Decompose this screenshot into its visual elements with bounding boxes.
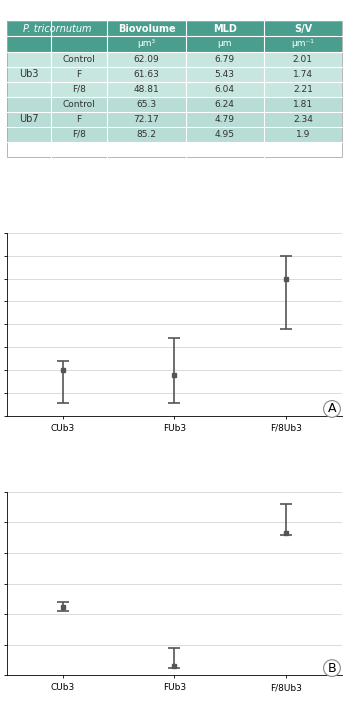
Bar [107, 112, 186, 127]
Text: MLD: MLD [213, 24, 237, 34]
Bar [51, 127, 107, 142]
Text: 61.63: 61.63 [134, 70, 159, 79]
Text: Ub7: Ub7 [19, 114, 39, 124]
Text: F: F [76, 70, 82, 79]
Text: μm⁻¹: μm⁻¹ [291, 39, 314, 48]
Bar [263, 112, 342, 127]
Bar [51, 67, 107, 82]
Text: 4.95: 4.95 [215, 130, 235, 139]
Text: 4.79: 4.79 [215, 115, 235, 124]
Text: 2.21: 2.21 [293, 85, 313, 94]
Bar [107, 97, 186, 112]
Text: Biovolume: Biovolume [118, 24, 175, 34]
Bar [263, 82, 342, 97]
Bar [51, 51, 107, 67]
Text: 62.09: 62.09 [134, 55, 159, 63]
Text: 1.9: 1.9 [296, 130, 310, 139]
Bar [7, 36, 107, 51]
Bar [263, 127, 342, 142]
Bar [51, 112, 107, 127]
Bar [186, 21, 263, 36]
Bar [107, 127, 186, 142]
Text: 6.79: 6.79 [215, 55, 235, 63]
Bar [263, 67, 342, 82]
Bar [263, 97, 342, 112]
Text: 6.04: 6.04 [215, 85, 235, 94]
Text: 72.17: 72.17 [134, 115, 159, 124]
Text: 1.74: 1.74 [293, 70, 313, 79]
Bar [107, 51, 186, 67]
Bar [186, 127, 263, 142]
Text: Control: Control [62, 100, 95, 109]
Bar [51, 82, 107, 97]
Text: P. tricornutum: P. tricornutum [23, 24, 91, 34]
Text: 85.2: 85.2 [136, 130, 156, 139]
Text: 6.24: 6.24 [215, 100, 235, 109]
Bar [186, 82, 263, 97]
Bar [107, 82, 186, 97]
Bar [263, 21, 342, 36]
Bar [107, 67, 186, 82]
Text: 2.34: 2.34 [293, 115, 313, 124]
Text: S/V: S/V [294, 24, 312, 34]
Bar [186, 67, 263, 82]
Text: F/8: F/8 [72, 130, 86, 139]
Bar [186, 97, 263, 112]
Text: F/8: F/8 [72, 85, 86, 94]
Bar [7, 97, 51, 142]
Bar [7, 51, 51, 97]
Text: 5.43: 5.43 [215, 70, 235, 79]
Bar [186, 36, 263, 51]
Text: 65.3: 65.3 [136, 100, 157, 109]
Text: Control: Control [62, 55, 95, 63]
Text: B: B [328, 662, 336, 675]
Bar [186, 112, 263, 127]
Bar [107, 21, 186, 36]
Bar [107, 36, 186, 51]
Text: A: A [328, 402, 336, 415]
Bar [263, 36, 342, 51]
Bar [51, 97, 107, 112]
Text: μm³: μm³ [138, 39, 156, 48]
Text: 1.81: 1.81 [293, 100, 313, 109]
Text: μm: μm [217, 39, 232, 48]
Text: F: F [76, 115, 82, 124]
Bar [263, 51, 342, 67]
Text: Ub3: Ub3 [19, 69, 38, 79]
Text: 48.81: 48.81 [134, 85, 159, 94]
Bar [7, 21, 107, 36]
Bar [186, 51, 263, 67]
Text: 2.01: 2.01 [293, 55, 313, 63]
